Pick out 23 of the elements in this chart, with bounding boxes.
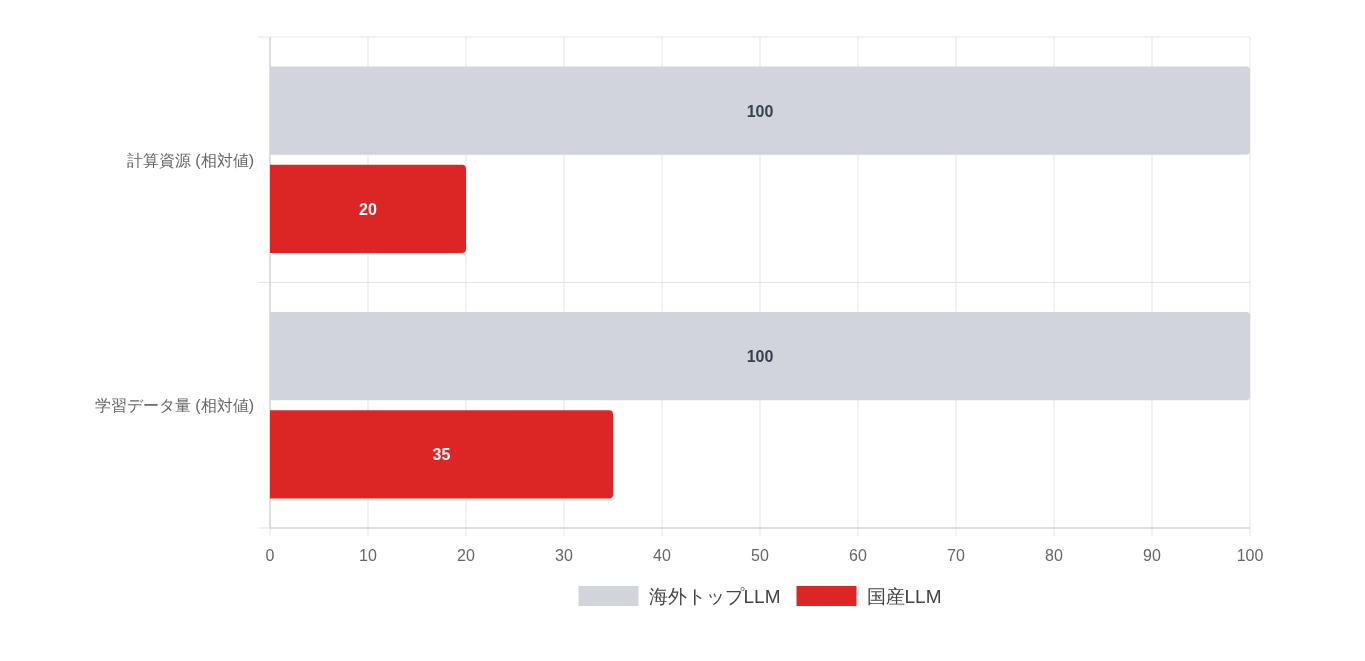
- x-tick-label: 60: [849, 547, 867, 564]
- y-tick-label: 計算資源 (相対値): [126, 151, 254, 169]
- legend-label: 海外トップLLM: [648, 586, 781, 607]
- x-tick-label: 0: [265, 547, 275, 564]
- bar: [270, 66, 1250, 155]
- x-tick-label: 40: [653, 547, 671, 564]
- data-label: 100: [746, 102, 774, 120]
- legend-label: 国産LLM: [866, 586, 942, 607]
- x-tick-label: 70: [947, 547, 965, 564]
- bar: [270, 164, 466, 254]
- x-tick-label: 90: [1143, 547, 1161, 564]
- data-label: 100: [746, 348, 774, 366]
- x-tick-label: 20: [457, 547, 475, 564]
- data-label: 35: [432, 446, 451, 464]
- x-tick-label: 30: [555, 547, 573, 564]
- bar: [270, 311, 1250, 401]
- x-tick-label: 50: [751, 547, 769, 564]
- y-tick-label: 学習データ量 (相対値): [94, 397, 254, 415]
- x-tick-label: 100: [1236, 547, 1264, 564]
- x-tick-label: 80: [1045, 547, 1063, 564]
- data-label: 20: [359, 200, 377, 218]
- x-tick-label: 10: [359, 547, 377, 564]
- bar: [270, 410, 613, 499]
